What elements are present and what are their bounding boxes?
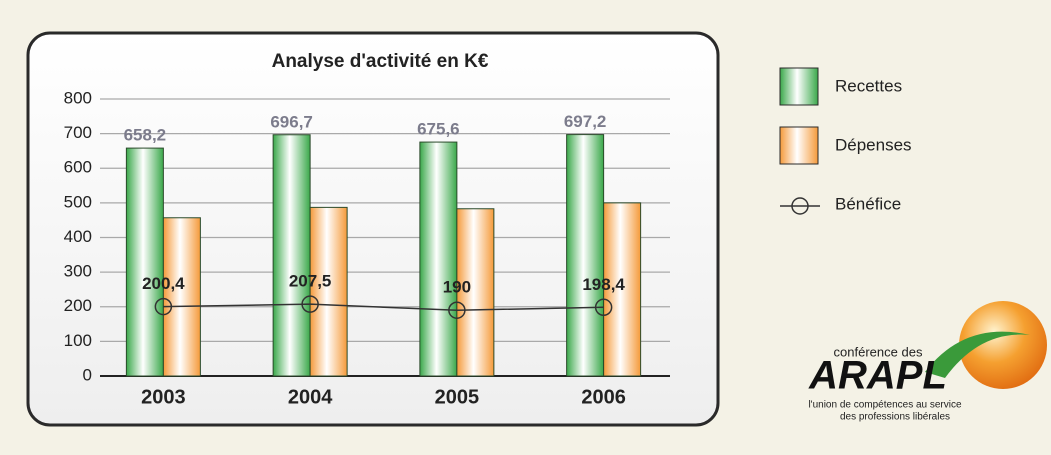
data-label: 200,4 [142, 274, 185, 293]
x-tick-label: 2004 [288, 386, 333, 408]
data-label: 697,2 [564, 112, 607, 131]
logo-text: des professions libérales [840, 412, 950, 423]
legend-label: Bénéfice [835, 194, 901, 213]
logo-text: l'union de compétences au service [808, 400, 962, 411]
bar [309, 206, 348, 377]
data-label: 190 [443, 278, 471, 297]
data-label: 658,2 [124, 126, 167, 145]
bar [456, 208, 495, 377]
logo-name: ARAPL [808, 354, 947, 398]
bar [419, 141, 458, 377]
bar [566, 134, 605, 377]
data-label: 207,5 [289, 272, 332, 291]
logo-text: conférence des [834, 344, 923, 359]
legend-swatch [779, 67, 819, 106]
line [163, 303, 604, 311]
y-tick-label: 100 [64, 331, 92, 350]
bar [162, 217, 201, 377]
y-tick-label: 400 [64, 227, 92, 246]
legend-label: Dépenses [835, 135, 912, 154]
legend-marker [791, 197, 809, 215]
chart-title: Analyse d'activité en K€ [272, 51, 489, 72]
line-point [301, 295, 319, 313]
bar [603, 202, 642, 377]
logo-orb [959, 301, 1047, 389]
y-tick-label: 800 [64, 88, 92, 107]
y-tick-label: 600 [64, 158, 92, 177]
legend-label: Recettes [835, 76, 902, 95]
line-point [154, 297, 173, 316]
y-tick-label: 500 [64, 192, 92, 211]
y-tick-label: 200 [64, 296, 92, 315]
logo: conférence des ARAPL l'union de compéten… [808, 301, 1047, 423]
bar [125, 147, 164, 377]
bar [272, 134, 311, 377]
logo-swoosh [925, 331, 1030, 378]
y-tick-label: 300 [64, 262, 92, 281]
line-point [594, 298, 613, 317]
data-label: 198,4 [582, 275, 625, 294]
y-tick-label: 700 [64, 123, 92, 142]
x-tick-label: 2006 [581, 386, 626, 408]
data-label: 696,7 [270, 112, 313, 131]
x-tick-label: 2003 [141, 386, 186, 408]
line-point [448, 301, 466, 319]
legend-swatch [779, 126, 819, 165]
data-label: 675,6 [417, 120, 460, 139]
x-tick-label: 2005 [435, 386, 480, 408]
y-tick-label: 0 [83, 365, 92, 384]
